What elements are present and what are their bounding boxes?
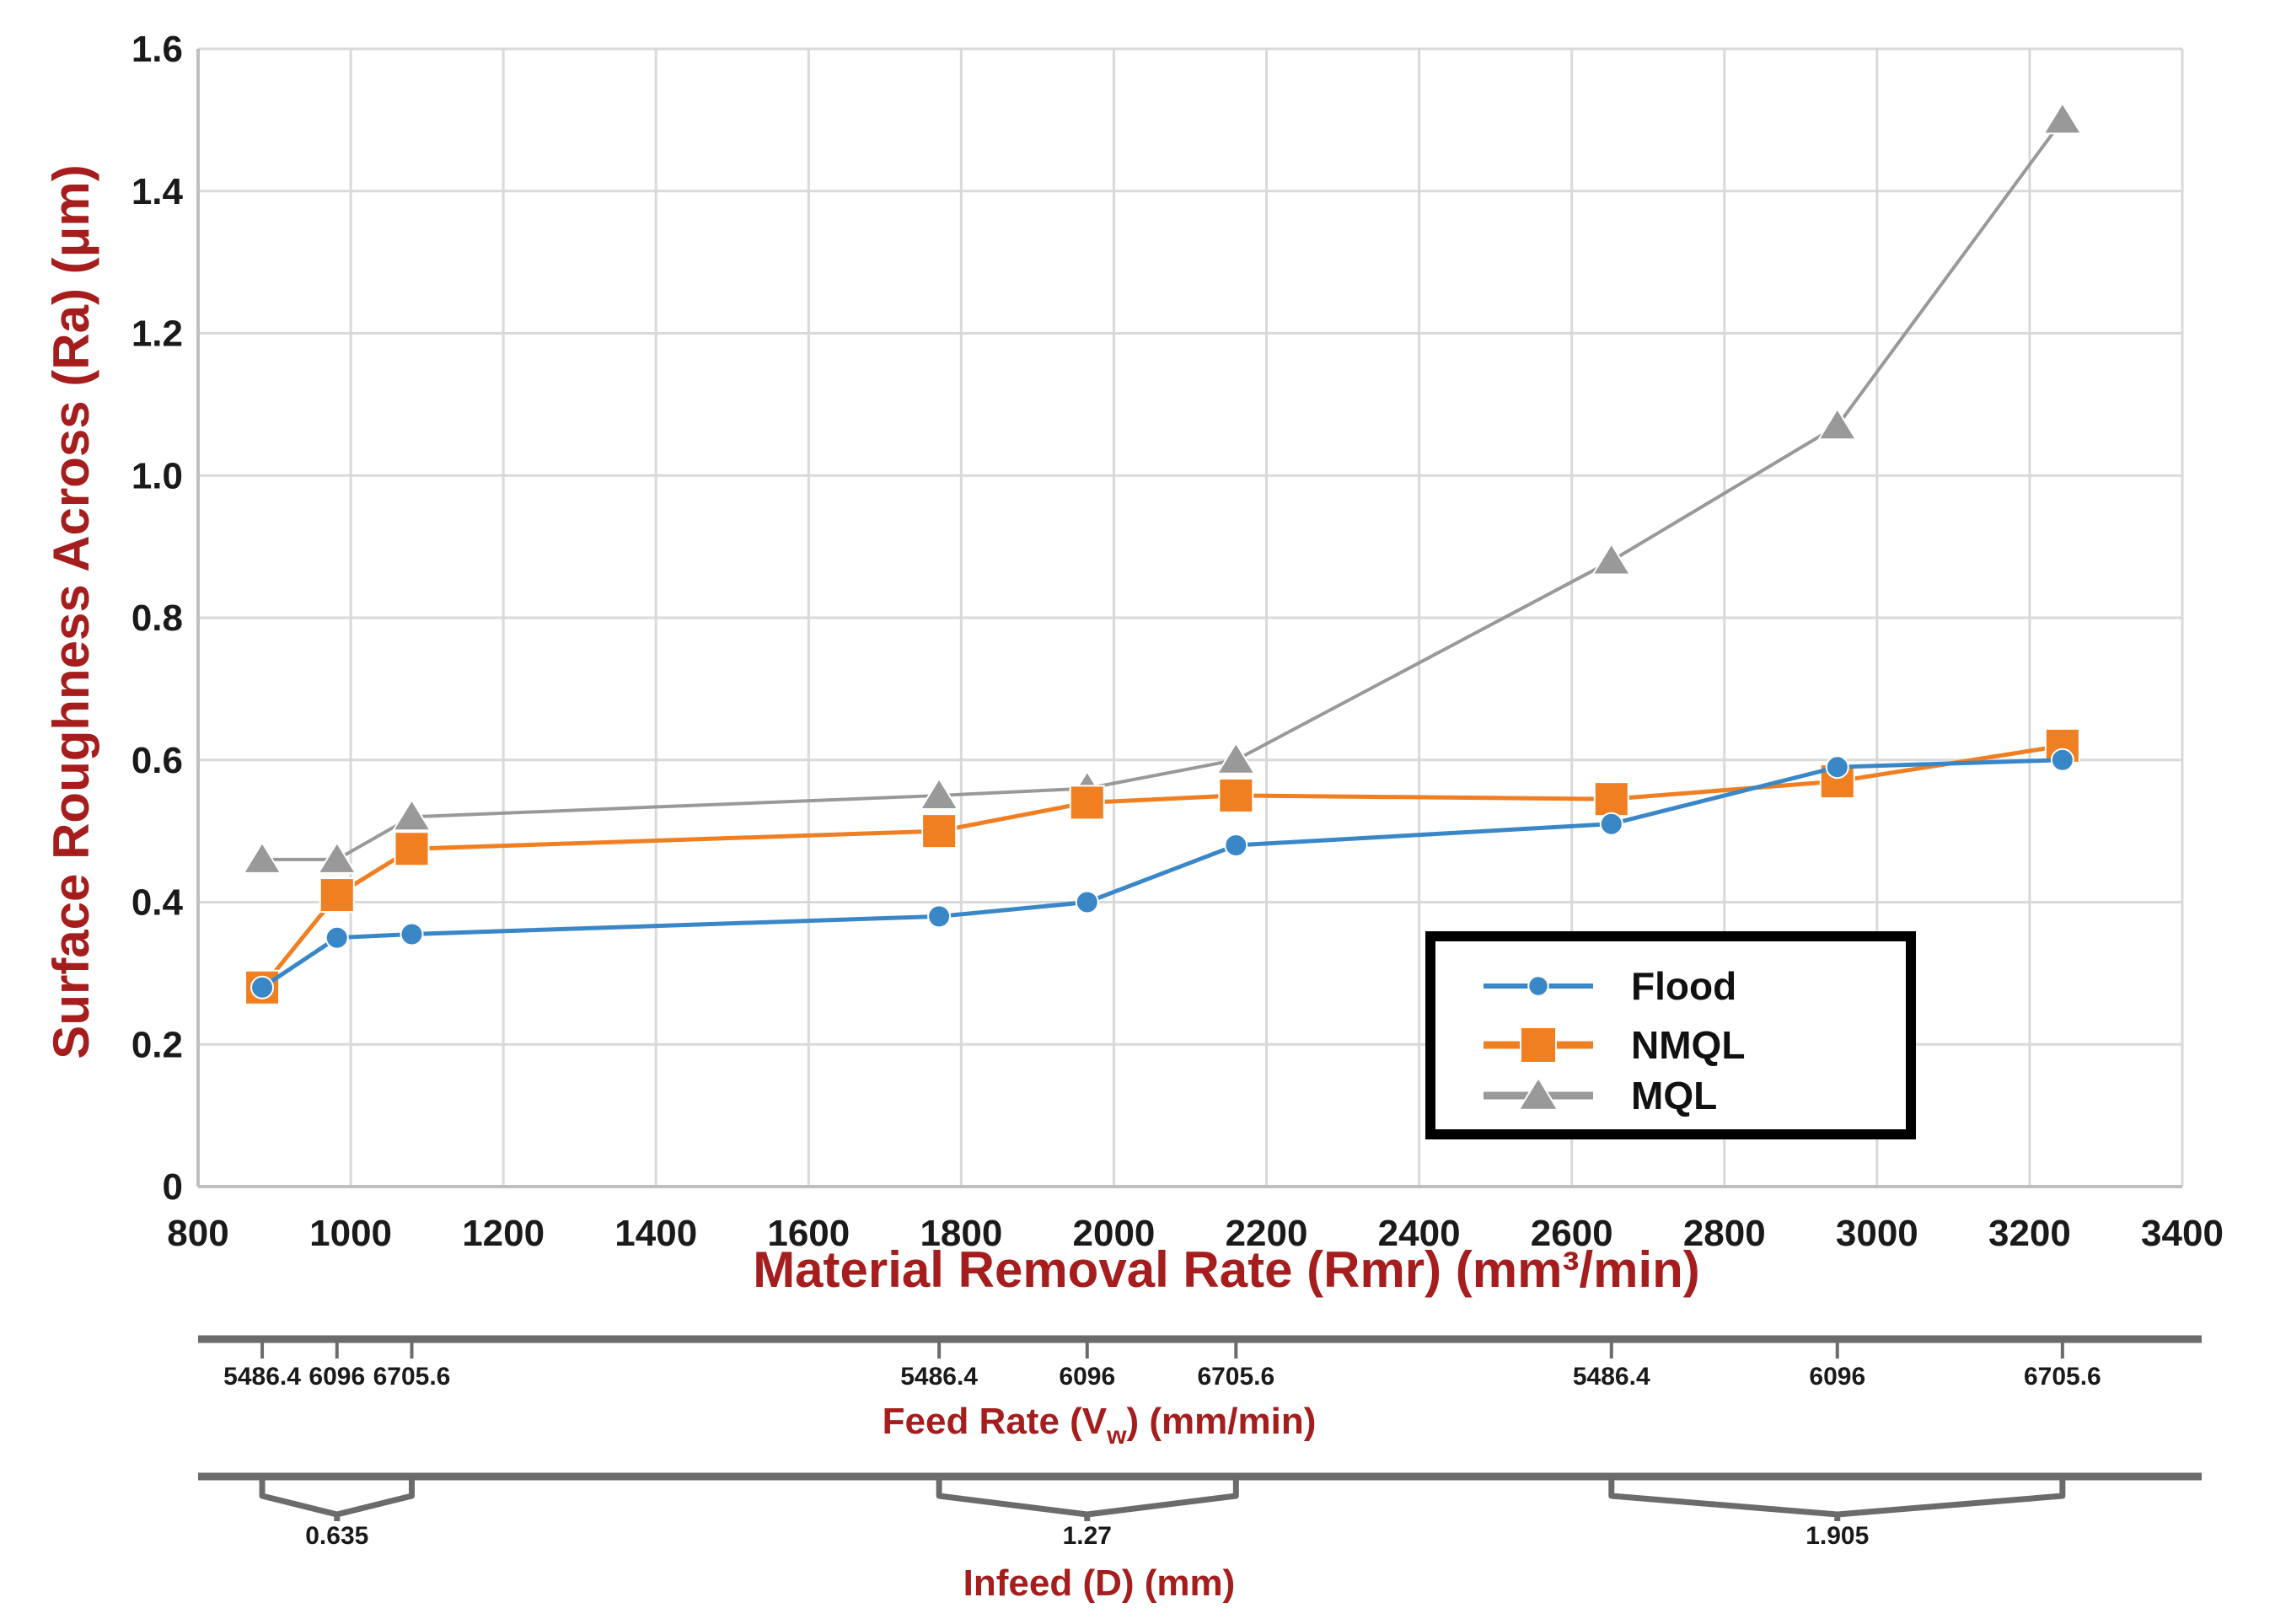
x-tick-label: 2600 [1531, 1213, 1613, 1254]
feed-rate-label: 6096 [1059, 1363, 1115, 1391]
feed-rate-label: 6705.6 [1197, 1363, 1274, 1391]
feed-rate-label: 6705.6 [2024, 1363, 2101, 1391]
feed-rate-title: Feed Rate (Vw) (mm/min) [883, 1401, 1317, 1450]
y-tick-label: 1.4 [131, 171, 184, 212]
axes: 800 1000 1200 1400 1600 1800 2000 2200 2400 2600 2… [131, 29, 2224, 1254]
feed-rate-label: 5486.4 [1573, 1363, 1650, 1391]
infeed-title: Infeed (D) (mm) [963, 1562, 1236, 1604]
infeed-label: 0.635 [305, 1522, 368, 1550]
nmql-point [1593, 781, 1629, 817]
feed-rate-label: 6096 [309, 1363, 365, 1391]
mql-point [1215, 741, 1257, 774]
flood-point [2050, 748, 2074, 772]
x-tick-label: 3200 [1988, 1213, 2071, 1254]
nmql-point [921, 813, 958, 850]
infeed-bracket [1608, 1477, 2066, 1521]
mql-point [919, 777, 959, 810]
x-tick-label: 800 [167, 1213, 228, 1254]
legend-item-nmql: NMQL [1484, 1023, 1745, 1067]
flood-point [1599, 812, 1623, 836]
infeed-axis: Infeed (D) (mm) 0.635 1.27 1.905 [198, 1472, 2202, 1604]
mql-series [242, 101, 2083, 874]
grid [196, 47, 2184, 1188]
mql-point [1591, 542, 1632, 576]
mql-point [1816, 407, 1858, 441]
mql-point [242, 840, 282, 874]
legend-marker-nmql [1520, 1026, 1557, 1064]
y-tick-label: 0.2 [131, 1024, 183, 1065]
flood-point [1224, 833, 1248, 857]
y-tick-label: 1.0 [131, 455, 183, 496]
legend-label-flood: Flood [1631, 964, 1736, 1008]
x-tick-label: 3400 [2141, 1213, 2224, 1254]
x-tick-label: 1400 [614, 1213, 697, 1254]
y-tick-label: 0 [163, 1166, 183, 1208]
feed-rate-label: 5486.4 [900, 1363, 978, 1391]
y-axis-title: Surface Roughness Across (Ra) (μm) [43, 164, 99, 1059]
x-tick-label: 2800 [1683, 1213, 1766, 1254]
y-tick-label: 1.2 [131, 314, 183, 355]
legend-label-nmql: NMQL [1631, 1023, 1745, 1067]
infeed-label: 1.905 [1806, 1522, 1869, 1550]
legend-label-mql: MQL [1631, 1074, 1717, 1118]
nmql-series [244, 727, 2080, 1005]
nmql-point [1218, 777, 1254, 813]
mql-point [2042, 101, 2083, 135]
y-tick-label: 1.6 [131, 29, 183, 70]
flood-point [400, 922, 424, 946]
flood-point [927, 904, 952, 929]
infeed-bracket [936, 1477, 1239, 1521]
x-tick-label: 2000 [1073, 1213, 1156, 1254]
x-tick-label: 2400 [1378, 1213, 1461, 1254]
y-tick-label: 0.6 [131, 740, 183, 781]
flood-point [1825, 755, 1849, 780]
legend-box [1425, 931, 1916, 1139]
nmql-point [1069, 785, 1105, 821]
legend-marker-mql [1517, 1076, 1559, 1111]
x-tick-label: 1800 [920, 1213, 1002, 1254]
nmql-point [394, 831, 430, 867]
flood-point [1075, 890, 1099, 914]
x-axis-title: Material Removal Rate (Rmr) (mm³/min) [753, 1241, 1700, 1298]
mql-line [262, 119, 2064, 861]
flood-point [325, 925, 349, 950]
series-layer [242, 101, 2083, 1005]
x-tick-label: 1000 [309, 1213, 392, 1254]
flood-point [250, 975, 275, 1000]
y-tick-label: 0.8 [131, 598, 183, 639]
nmql-point [319, 877, 355, 914]
x-tick-label: 2200 [1226, 1213, 1308, 1254]
infeed-bracket [259, 1477, 416, 1521]
legend: Flood NMQL MQL [1425, 931, 1916, 1139]
feed-rate-label: 6096 [1809, 1363, 1865, 1391]
feed-rate-label: 5486.4 [223, 1363, 301, 1391]
legend-item-mql: MQL [1484, 1074, 1717, 1118]
legend-item-flood: Flood [1484, 964, 1736, 1008]
flood-series [250, 748, 2074, 1000]
feed-rate-label: 6705.6 [373, 1363, 451, 1391]
x-tick-label: 1200 [462, 1213, 545, 1254]
x-tick-label: 3000 [1836, 1213, 1918, 1254]
mql-point [316, 840, 357, 874]
x-tick-label: 1600 [767, 1213, 850, 1254]
feed-rate-axis: Feed Rate (Vw) (mm/min) 5486.4 6096 6705.6… [198, 1335, 2202, 1450]
legend-marker-flood [1527, 975, 1549, 997]
y-tick-label: 0.4 [131, 882, 184, 924]
mql-point [391, 798, 432, 832]
infeed-label: 1.27 [1063, 1522, 1112, 1550]
